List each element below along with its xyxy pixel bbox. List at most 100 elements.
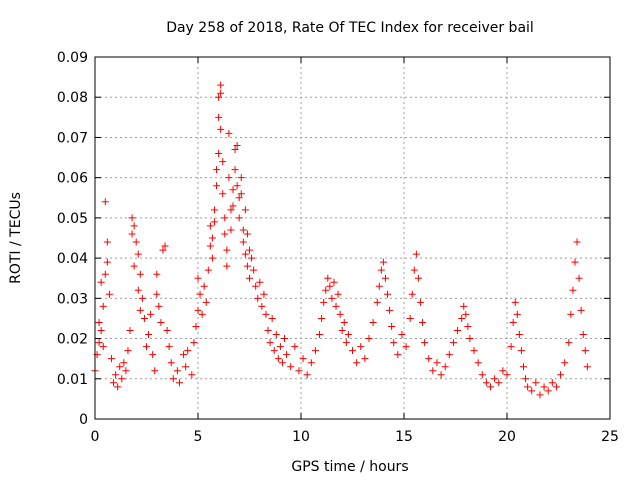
data-point [478,371,486,379]
data-point [357,343,365,351]
data-point [97,327,105,335]
data-point [215,150,223,158]
data-point [215,93,223,101]
data-point [97,278,105,286]
data-point [213,166,221,174]
data-point [369,318,377,326]
data-point [210,206,218,214]
data-point [196,290,204,298]
data-point [381,274,389,282]
data-point [217,89,225,97]
data-point [324,274,332,282]
y-tick-label: 0.05 [57,211,88,227]
data-point [507,343,515,351]
data-point [544,387,552,395]
data-point [291,343,299,351]
y-tick-label: 0.09 [57,50,88,66]
data-point [184,347,192,355]
gridlines [95,57,610,419]
data-point [157,318,165,326]
data-point [552,383,560,391]
data-point [524,383,532,391]
data-point [575,274,583,282]
data-point [577,306,585,314]
data-point [394,351,402,359]
data-point [229,202,237,210]
x-tick-label: 10 [292,429,310,445]
data-point [194,306,202,314]
y-axis-title: ROTI / TECUs [8,192,24,284]
data-point [248,254,256,262]
data-point [511,298,519,306]
x-axis: 0 5 10 15 20 25 [91,57,619,445]
data-point [377,266,385,274]
data-point [138,294,146,302]
data-point [258,302,266,310]
data-point [390,339,398,347]
data-point [425,355,433,363]
data-point [583,363,591,371]
data-point [202,298,210,306]
data-point [175,379,183,387]
data-point [95,318,103,326]
data-point [134,286,142,294]
data-point [307,359,315,367]
data-point [143,343,150,351]
y-axis: 0 0.01 0.02 0.03 0.04 0.05 0.06 0.07 0.08 0.09 [57,50,610,428]
data-point [322,286,330,294]
data-point [464,322,472,330]
x-tick-label: 25 [601,429,619,445]
data-point [334,290,342,298]
data-point [227,206,235,214]
data-point [386,306,394,314]
data-point [318,314,326,322]
data-point [536,391,544,399]
data-point [173,367,181,375]
data-point [101,270,109,278]
data-point [140,314,148,322]
data-point [532,379,540,387]
data-point [165,343,173,351]
data-point [283,351,291,359]
data-point [548,379,556,387]
data-point [101,198,109,206]
data-point [316,331,324,339]
data-point [190,339,198,347]
data-point [330,278,338,286]
data-point [278,359,286,367]
x-tick-label: 5 [194,429,203,445]
data-point [342,339,350,347]
data-point [132,238,140,246]
data-point [147,310,155,318]
y-tick-label: 0.04 [57,251,88,267]
data-point [233,141,241,149]
data-point [384,290,392,298]
data-point [495,379,503,387]
data-point [159,246,167,254]
data-point [270,347,278,355]
data-point [126,327,134,335]
data-point [145,331,153,339]
data-point [107,355,115,363]
data-point [419,318,427,326]
data-point [229,186,237,194]
data-point [388,322,396,330]
data-point [561,359,569,367]
data-point [311,347,319,355]
data-point [182,363,190,371]
data-point [410,266,418,274]
data-point [128,214,136,222]
data-point [223,246,231,254]
plot-frame [94,56,611,420]
data-point [328,294,336,302]
data-point [219,158,227,166]
data-point [206,222,214,230]
data-point [130,262,138,270]
data-point [416,298,424,306]
data-point [134,250,142,258]
data-point [250,266,258,274]
data-point [95,339,103,347]
data-point [243,230,251,238]
data-point [204,266,212,274]
data-point [213,182,221,190]
